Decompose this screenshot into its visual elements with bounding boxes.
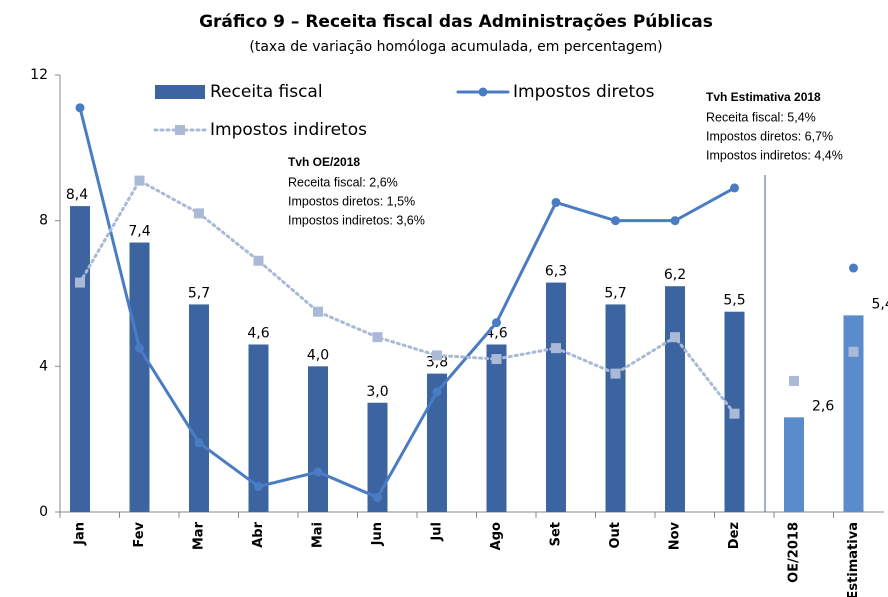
value-label: 5,7 [604,285,626,301]
value-label: 7,4 [128,224,150,240]
annotation-line: Receita fiscal: 5,4% [706,110,816,124]
chart-title: Gráfico 9 – Receita fiscal das Administr… [199,12,713,32]
point [373,492,382,502]
bar [367,402,388,512]
value-label: 4,6 [247,325,269,341]
x-tick-label: Mai [311,522,326,548]
y-tick-label: 12 [30,67,48,83]
bar [248,344,269,512]
bar [665,286,685,512]
x-tick-label: Fev [132,521,147,547]
value-label: 8,4 [66,187,88,203]
annotation-line: Impostos indiretos: 4,4% [706,148,843,162]
legend-swatch [155,85,205,99]
x-tick-label: Nov [668,521,683,550]
value-label: 3,8 [426,355,448,371]
point [432,350,442,361]
point [670,216,680,226]
y-tick-label: 0 [39,504,48,520]
x-tick-label: Jul [430,522,445,542]
series-line [78,107,736,500]
annotation-title: Tvh OE/2018 [288,155,360,169]
value-label: 5,5 [723,293,745,309]
legend-label: Impostos indiretos [210,120,367,140]
value-label: 6,2 [664,267,686,283]
point [849,263,858,273]
point [135,343,144,353]
point [730,183,739,193]
point [848,346,859,357]
bar [70,206,90,512]
x-tick-label: Estimativa [846,522,861,597]
point [670,332,680,343]
x-tick-label: Dez [727,522,742,549]
x-tick-label: Out [608,522,623,549]
bar [605,304,626,512]
point [610,368,621,379]
bar [486,344,507,512]
point [134,175,145,186]
point [492,318,501,328]
annotation-line: Impostos diretos: 1,5% [288,194,415,208]
legend-label: Impostos diretos [513,82,655,102]
bar [427,373,447,512]
value-label: 2,6 [812,398,834,414]
x-tick-label: Abr [251,521,266,547]
point [254,482,263,492]
bar [784,417,804,512]
x-tick-label: Ago [489,522,504,550]
point [789,375,799,386]
point [729,408,740,419]
legend-marker [478,87,488,97]
annotation-title: Tvh Estimativa 2018 [706,90,821,104]
point [75,277,85,288]
bar [129,242,150,512]
point [372,332,383,343]
bar [843,315,864,512]
value-label: 3,0 [366,384,388,400]
x-tick-label: Jan [73,522,88,546]
value-label: 5,7 [188,285,210,301]
x-tick-label: OE/2018 [787,522,802,583]
legend-label: Receita fiscal [210,82,323,102]
point [432,387,442,397]
x-tick-label: Jun [370,522,385,546]
chart-subtitle: (taxa de variação homóloga acumulada, em… [249,39,662,55]
y-tick-label: 8 [39,213,48,229]
y-tick-label: 4 [39,358,48,374]
bar [546,282,566,512]
point [194,208,204,219]
point [194,438,204,448]
annotation-line: Impostos indiretos: 3,6% [288,213,425,227]
point [551,197,561,207]
point [75,103,85,113]
point [313,306,323,317]
point [551,343,561,354]
bar [189,304,209,512]
bar [308,366,328,512]
legend-marker [175,125,185,135]
annotation-line: Impostos diretos: 6,7% [706,129,833,143]
value-label: 6,3 [545,264,567,280]
value-label: 4,0 [307,347,329,363]
x-tick-label: Mar [192,521,207,550]
point [491,354,502,365]
series-line [78,178,736,416]
x-tick-label: Set [549,522,564,546]
point [313,467,323,477]
point [611,216,620,226]
value-label: 5,4 [872,296,888,312]
point [253,255,264,266]
annotation-line: Receita fiscal: 2,6% [288,175,398,189]
